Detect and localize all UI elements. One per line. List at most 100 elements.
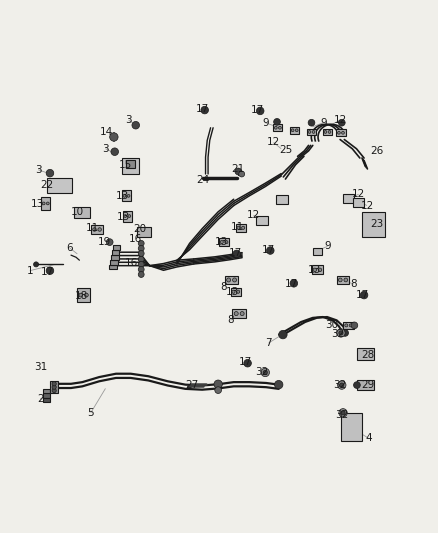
FancyBboxPatch shape [343,194,354,203]
Text: 27: 27 [185,380,198,390]
Circle shape [242,226,245,229]
Circle shape [337,329,345,337]
Text: 32: 32 [255,367,268,377]
FancyBboxPatch shape [353,198,364,207]
Circle shape [138,256,144,262]
Circle shape [324,131,327,133]
FancyBboxPatch shape [43,389,50,393]
Circle shape [138,262,144,268]
FancyBboxPatch shape [122,158,139,174]
Circle shape [138,246,144,252]
Circle shape [266,247,274,254]
Circle shape [138,251,144,256]
Circle shape [52,389,56,393]
Circle shape [274,118,280,125]
Circle shape [291,129,294,132]
FancyBboxPatch shape [337,276,350,284]
FancyBboxPatch shape [219,238,230,246]
Circle shape [275,126,277,129]
Text: 9: 9 [262,118,268,128]
Circle shape [351,322,358,329]
Circle shape [234,312,238,316]
Circle shape [46,202,49,205]
Circle shape [233,278,237,282]
Circle shape [344,278,348,282]
Circle shape [52,385,56,389]
Text: 15: 15 [119,160,132,169]
FancyBboxPatch shape [311,265,323,274]
Circle shape [290,279,298,287]
Circle shape [308,131,311,133]
Text: 13: 13 [226,287,239,297]
Text: 8: 8 [350,279,357,289]
Circle shape [98,228,102,231]
Text: 12: 12 [352,189,365,199]
Circle shape [360,292,368,299]
Text: 13: 13 [117,212,130,222]
Circle shape [42,202,45,205]
Circle shape [279,126,281,129]
Text: 17: 17 [238,357,252,367]
FancyBboxPatch shape [43,398,50,402]
Text: 8: 8 [227,316,234,325]
Circle shape [110,133,118,141]
Text: 28: 28 [362,350,375,360]
FancyBboxPatch shape [343,321,353,329]
Circle shape [111,148,119,156]
Circle shape [342,132,344,134]
Text: 2: 2 [37,394,44,404]
Circle shape [279,330,287,339]
Circle shape [232,290,235,293]
Circle shape [225,240,228,244]
Circle shape [338,381,346,389]
Circle shape [215,387,222,393]
Text: 32: 32 [335,409,348,419]
Circle shape [46,169,54,177]
FancyBboxPatch shape [357,348,374,360]
Text: 10: 10 [71,207,84,217]
FancyBboxPatch shape [236,224,246,232]
FancyBboxPatch shape [290,127,299,134]
Text: 18: 18 [74,291,88,301]
Circle shape [256,107,264,115]
FancyBboxPatch shape [276,195,288,204]
Text: 19: 19 [98,237,111,247]
Circle shape [138,271,144,278]
Circle shape [340,383,344,387]
Text: 17: 17 [228,248,242,258]
Circle shape [239,171,245,177]
Text: 13: 13 [116,191,129,201]
Text: 32: 32 [333,380,347,390]
Text: 9: 9 [324,241,331,252]
Circle shape [339,331,343,335]
Text: 17: 17 [251,105,264,115]
Circle shape [313,268,317,272]
FancyBboxPatch shape [50,381,58,393]
Circle shape [261,368,269,377]
Text: 12: 12 [247,210,260,220]
Circle shape [106,239,113,246]
Circle shape [85,293,88,297]
Circle shape [127,195,130,197]
FancyBboxPatch shape [307,128,316,135]
Circle shape [244,359,251,367]
FancyBboxPatch shape [111,255,119,260]
Text: 1: 1 [26,266,33,276]
Circle shape [52,382,56,386]
Circle shape [338,132,340,134]
FancyBboxPatch shape [341,414,361,441]
Circle shape [123,195,126,197]
FancyBboxPatch shape [230,287,241,296]
Circle shape [220,240,223,244]
Text: 8: 8 [220,281,226,292]
Text: 17: 17 [355,290,369,300]
FancyBboxPatch shape [362,212,385,237]
Text: 30: 30 [325,320,338,330]
Text: 3: 3 [125,115,132,125]
FancyBboxPatch shape [43,393,50,398]
Text: 20: 20 [134,224,147,235]
Circle shape [138,240,144,246]
FancyBboxPatch shape [91,225,103,234]
Text: 17: 17 [195,104,209,114]
Circle shape [214,380,223,389]
